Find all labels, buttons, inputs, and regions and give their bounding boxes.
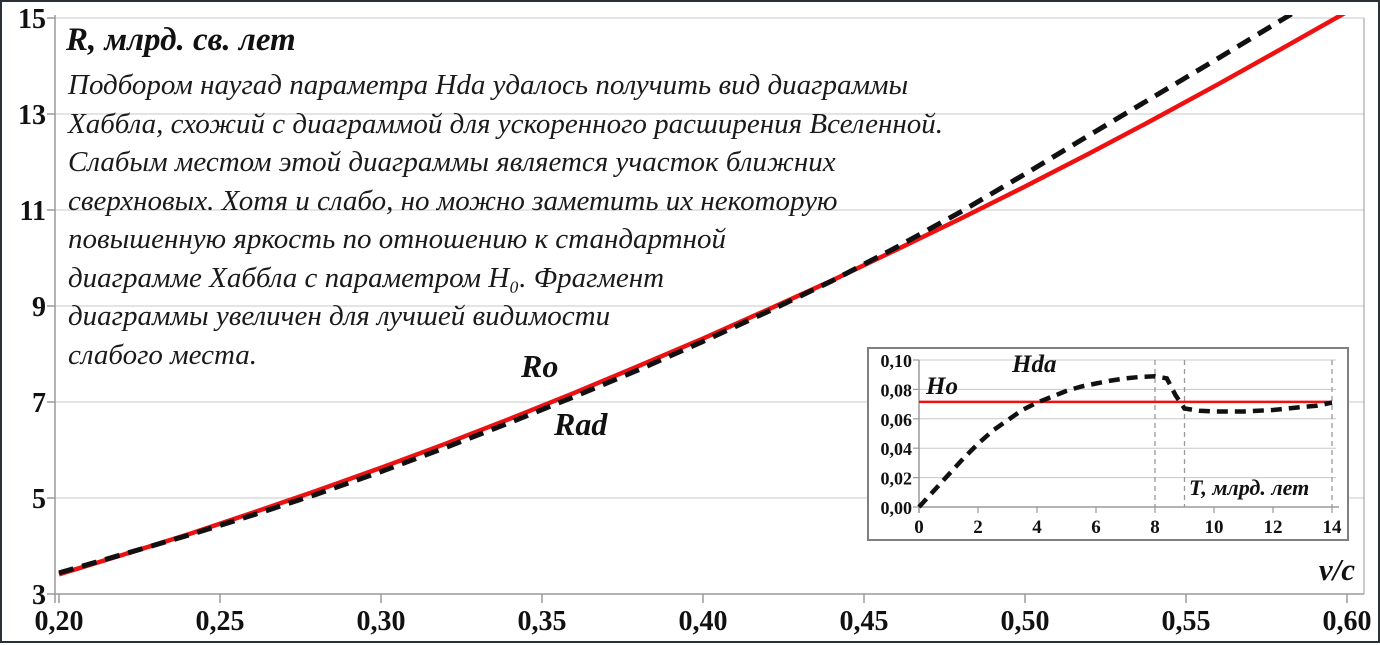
x-tick-label: 0,40 [679,606,728,637]
annotation-line: Хаббла, схожий с диаграммой для ускоренн… [68,107,943,140]
y-tick-label: 5 [32,484,46,515]
x-tick-label: 0,35 [518,606,567,637]
annotation-line: Слабым местом этой диаграммы является уч… [68,146,836,178]
inset-y-tick-label: 0,08 [881,380,913,400]
x-tick-label: 0,45 [840,606,889,637]
inset-x-axis-label: Т, млрд. лет [1189,475,1310,500]
ro-curve [58,15,1346,577]
rad-series-label: Rad [554,406,608,442]
rad-curve [58,15,1295,576]
curves-group [58,15,1346,577]
y-tick-label: 11 [20,196,46,227]
annotation-line: сверхновых. Хотя и слабо, но можно замет… [68,184,838,217]
x-tick-label: 0,60 [1323,606,1372,637]
x-tick-label: 0,30 [357,606,406,637]
hda-curve [917,373,1333,509]
y-tick-label: 7 [32,388,46,419]
x-tick-label: 0,50 [1001,606,1050,637]
inset-y-tick-label: 0,06 [881,410,913,430]
inset-y-tick-label: 0,02 [881,469,913,489]
x-tick-label: 0,55 [1162,606,1211,637]
x-axis-label: v/c [1318,552,1355,587]
inset-x-tick-label: 2 [973,517,983,538]
inset-y-tick-label: 0,04 [881,439,913,459]
inset-x-tick-label: 10 [1205,517,1224,538]
y-tick-label: 3 [32,580,46,611]
y-axis-title: R, млрд. св. лет [66,22,296,58]
inset-y-tick-label: 0,00 [881,498,913,518]
y-tick-label: 15 [18,4,46,35]
inset-y-tick-label: 0,10 [881,351,913,371]
annotation-line: слабого места. [68,338,258,371]
inset-x-tick-label: 8 [1150,517,1160,538]
ro-series-label: Ro [521,348,559,384]
inset-x-tick-label: 12 [1264,517,1283,538]
x-tick-label: 0,20 [35,606,84,637]
annotation-line: повышенную яркость по отношению к станда… [68,223,726,255]
inset-x-tick-label: 0 [914,517,924,538]
ho-series-label: Ho [926,373,958,400]
inset-x-tick-label: 4 [1032,517,1042,538]
inset-chart: 0,00 0,02 0,04 0,06 0,08 0,10 0 2 4 6 8 10 12 14 Ho H… [867,347,1349,541]
annotation-line: диаграмме Хаббла с параметром H₀. Фрагме… [68,261,665,294]
hda-series-label: Hda [1012,351,1057,378]
y-tick-label: 13 [18,100,46,131]
annotation-text: Подбором наугад параметра Hda удалось по… [68,66,943,374]
inset-chart-svg: 0,00 0,02 0,04 0,06 0,08 0,10 0 2 4 6 8 10 12 14 [881,351,1343,538]
annotation-line: диаграммы увеличен для лучшей видимости [68,300,611,332]
annotation-line: Подбором наугад параметра Hda удалось по… [68,69,909,101]
y-tick-label: 9 [32,292,46,323]
inset-x-tick-label: 6 [1091,517,1101,538]
inset-x-tick-label: 14 [1323,517,1343,538]
x-tick-label: 0,25 [196,606,245,637]
